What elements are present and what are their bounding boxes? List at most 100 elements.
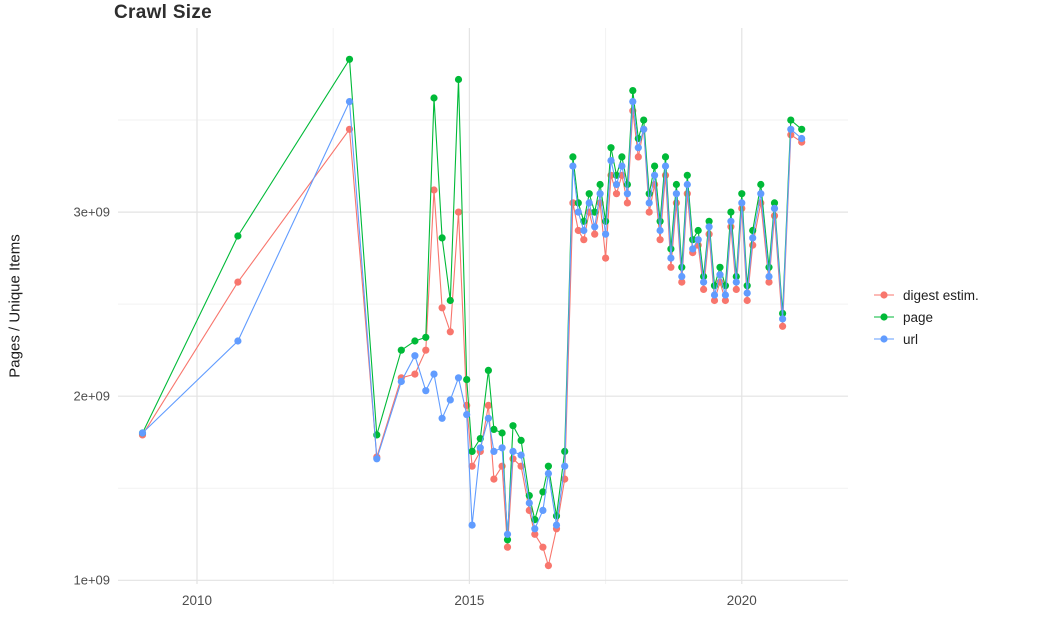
y-tick-label-1e+09: 1e+09 [73, 572, 110, 588]
data-point-url [596, 190, 604, 198]
data-point-digest-estim [484, 401, 492, 409]
data-point-url [716, 271, 724, 279]
data-point-page [574, 199, 582, 207]
legend-key-icon-digest-estim [872, 288, 896, 302]
data-point-page [618, 153, 626, 161]
data-point-url [618, 162, 626, 170]
data-point-url [623, 190, 631, 198]
data-point-url [531, 525, 539, 533]
legend-label-digest-estim: digest estim. [903, 287, 979, 303]
data-point-url [721, 291, 730, 299]
data-point-url [629, 98, 637, 106]
data-point-url [651, 171, 659, 179]
data-point-url [397, 377, 405, 386]
data-point-digest-estim [667, 263, 675, 271]
data-point-url [765, 272, 773, 281]
data-point-page [525, 492, 533, 500]
data-point-page [234, 232, 242, 240]
data-point-url [732, 278, 740, 286]
data-point-digest-estim [454, 208, 463, 216]
data-point-url [757, 190, 765, 198]
data-point-page [787, 116, 795, 124]
data-point-url [468, 521, 476, 529]
data-point-page [629, 87, 637, 95]
data-point-url [672, 190, 681, 198]
data-point-url [411, 352, 419, 360]
data-point-url [552, 521, 561, 529]
data-point-digest-estim [634, 153, 642, 161]
data-point-digest-estim [234, 278, 242, 286]
data-point-digest-estim [591, 230, 599, 238]
chart-title: Crawl Size [114, 2, 213, 23]
data-point-url [373, 455, 381, 463]
data-point-url [517, 451, 525, 459]
data-point-digest-estim [498, 462, 506, 470]
data-point-url [503, 530, 512, 538]
data-point-page [716, 263, 724, 271]
data-point-page [672, 180, 681, 189]
data-point-page [757, 180, 765, 189]
data-point-page [705, 217, 713, 225]
legend-label-url: url [903, 331, 919, 347]
data-point-page [569, 153, 577, 161]
data-point-page [484, 366, 492, 374]
data-point-url [645, 199, 653, 207]
y-axis-label: Pages / Unique Items [6, 234, 24, 378]
data-point-page [463, 376, 471, 384]
data-point-digest-estim [531, 530, 539, 538]
data-point-page [749, 226, 757, 235]
data-point-page [552, 512, 561, 520]
data-point-page [689, 236, 697, 244]
data-point-url [525, 499, 533, 507]
data-point-digest-estim [544, 562, 552, 570]
data-point-url [430, 370, 438, 378]
data-point-digest-estim [645, 208, 653, 216]
data-point-url [749, 234, 757, 242]
data-point-page [700, 272, 708, 281]
data-point-page [694, 226, 702, 235]
data-point-url [634, 144, 642, 152]
data-point-page [454, 75, 463, 84]
data-point-page [544, 462, 552, 470]
data-point-url [689, 245, 697, 253]
data-point-digest-estim [732, 285, 740, 293]
x-tick-label-2015: 2015 [454, 593, 485, 608]
data-point-digest-estim [446, 328, 454, 336]
data-point-page [468, 447, 476, 455]
data-point-digest-estim [422, 346, 430, 354]
data-point-url [544, 469, 552, 478]
data-point-digest-estim [700, 285, 708, 293]
data-point-url [710, 291, 719, 299]
series-line-url [142, 99, 803, 535]
data-point-url [727, 217, 735, 225]
data-point-page [430, 94, 438, 102]
data-point-url [463, 411, 471, 419]
data-point-page [651, 162, 659, 170]
data-point-url [612, 180, 621, 189]
data-point-url [779, 315, 787, 323]
data-point-digest-estim [779, 322, 787, 330]
data-point-digest-estim [468, 462, 476, 470]
data-point-url [580, 226, 588, 235]
data-point-page [422, 333, 430, 341]
data-point-page [738, 190, 746, 198]
data-point-url [678, 272, 686, 281]
data-point-page [509, 422, 517, 430]
data-point-url [539, 506, 547, 514]
data-point-page [490, 425, 498, 433]
data-point-page [656, 217, 664, 225]
data-point-url [476, 444, 484, 452]
data-point-url [138, 429, 147, 437]
data-point-digest-estim [721, 296, 730, 305]
data-point-page [397, 346, 405, 354]
data-point-url [607, 157, 615, 165]
data-point-url [683, 180, 691, 189]
x-tick-label-2010: 2010 [181, 593, 213, 608]
series-line-page [142, 57, 803, 540]
data-point-url [738, 199, 746, 207]
legend-item-url: url [872, 328, 979, 350]
data-point-page [661, 153, 670, 161]
data-point-url [454, 374, 463, 382]
data-point-page [503, 536, 512, 544]
data-point-digest-estim [612, 190, 621, 198]
